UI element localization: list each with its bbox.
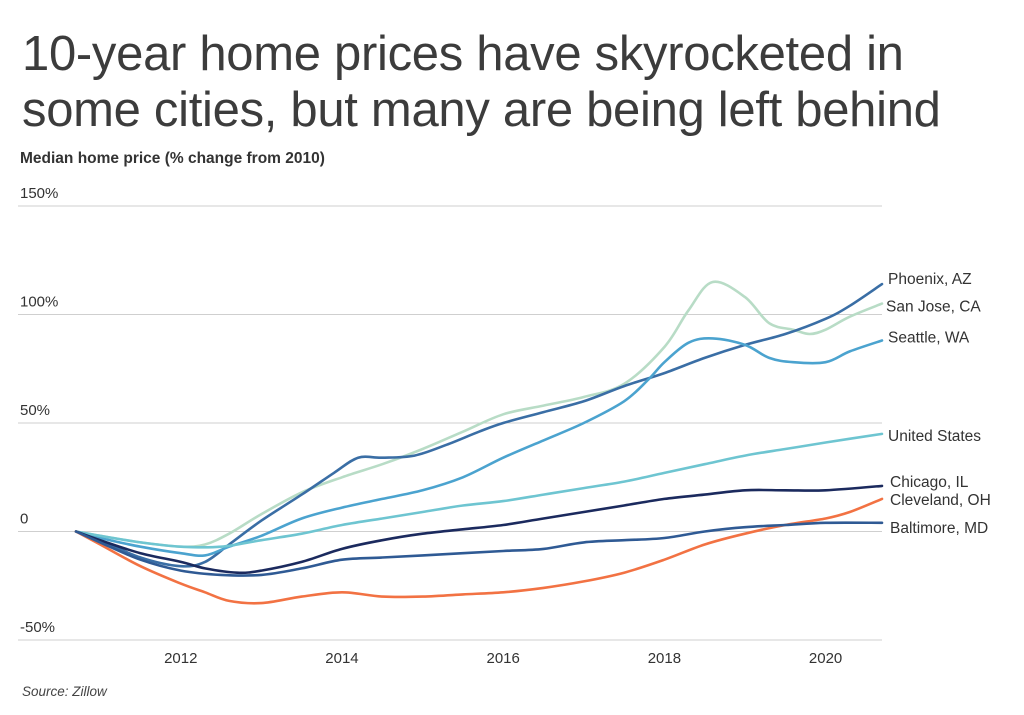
- x-tick-label: 2018: [648, 650, 681, 667]
- chart-subtitle: Median home price (% change from 2010): [20, 150, 325, 167]
- y-tick-label: 150%: [20, 185, 58, 202]
- chart-title: 10-year home prices have skyrocketed in …: [22, 27, 941, 137]
- x-tick-label: 2016: [486, 650, 519, 667]
- series-lines: [74, 280, 884, 605]
- y-axis-ticks: 150% 100% 50% 0 -50%: [20, 185, 58, 636]
- x-axis-ticks: 2012 2014 2016 2018 2020: [164, 650, 842, 667]
- series-label-cleveland-oh: Cleveland, OH: [890, 492, 991, 509]
- series-line-san-jose-ca: [74, 280, 884, 549]
- series-line-cleveland-oh: [74, 497, 884, 605]
- series-label-baltimore-md: Baltimore, MD: [890, 520, 988, 537]
- series-line-united-states: [74, 432, 884, 549]
- series-label-san-jose-ca: San Jose, CA: [886, 299, 981, 316]
- x-tick-label: 2020: [809, 650, 842, 667]
- y-tick-label: 100%: [20, 294, 58, 311]
- series-labels: San Jose, CA Phoenix, AZ Seattle, WA United…: [886, 271, 991, 537]
- x-tick-label: 2014: [325, 650, 358, 667]
- series-label-seattle-wa: Seattle, WA: [888, 330, 970, 347]
- y-tick-label: 50%: [20, 402, 50, 419]
- y-tick-label: -50%: [20, 619, 55, 636]
- x-tick-label: 2012: [164, 650, 197, 667]
- series-label-phoenix-az: Phoenix, AZ: [888, 271, 972, 288]
- series-line-chicago-il: [74, 484, 884, 575]
- series-label-chicago-il: Chicago, IL: [890, 474, 969, 491]
- series-line-baltimore-md: [74, 521, 884, 577]
- gridlines: [18, 205, 882, 641]
- y-tick-label: 0: [20, 511, 28, 528]
- series-line-seattle-wa: [74, 337, 884, 558]
- source-note: Source: Zillow: [22, 684, 107, 699]
- series-label-united-states: United States: [888, 428, 981, 445]
